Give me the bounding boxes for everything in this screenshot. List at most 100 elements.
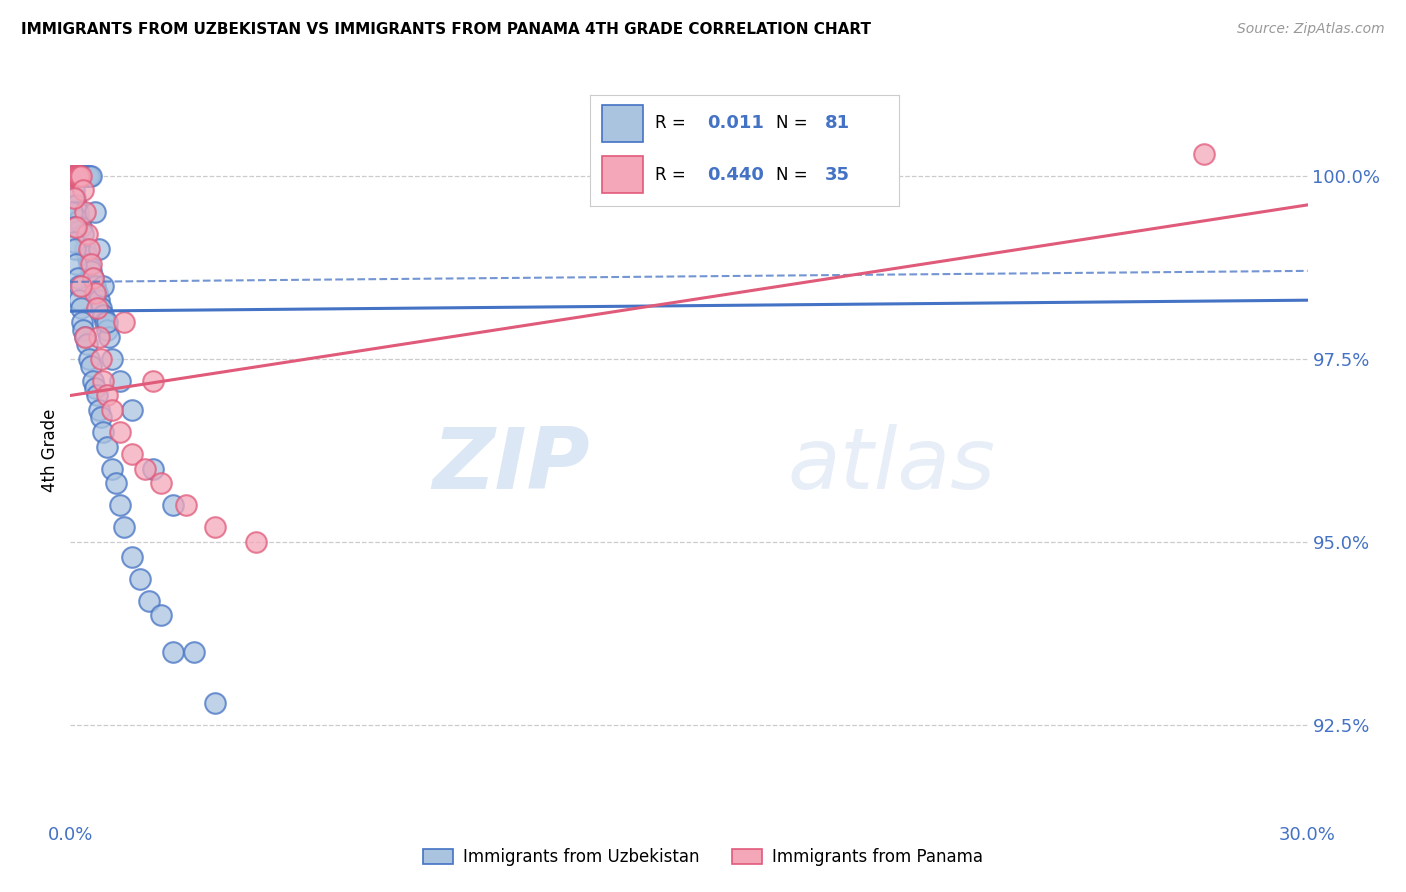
- Point: [77, 256, 100, 270]
- Point: [86, 388, 108, 402]
- Point: [65, 219, 87, 234]
- Point: [73, 169, 96, 183]
- Point: [96, 315, 118, 329]
- Point: [76, 227, 98, 242]
- Point: [65, 169, 87, 183]
- Point: [63, 235, 86, 249]
- Point: [63, 169, 86, 183]
- Point: [129, 572, 152, 586]
- Point: [162, 499, 184, 513]
- Point: [90, 351, 112, 366]
- Point: [67, 278, 90, 293]
- Text: Source: ZipAtlas.com: Source: ZipAtlas.com: [1237, 22, 1385, 37]
- Point: [70, 315, 93, 329]
- Point: [142, 462, 165, 476]
- Point: [94, 315, 117, 329]
- Point: [60, 169, 83, 183]
- Point: [84, 205, 107, 219]
- Point: [84, 285, 107, 300]
- Point: [100, 351, 122, 366]
- Point: [82, 374, 104, 388]
- Point: [80, 264, 103, 278]
- Point: [65, 169, 87, 183]
- Point: [89, 330, 111, 344]
- Point: [73, 242, 96, 256]
- Point: [91, 425, 114, 439]
- Point: [204, 697, 226, 711]
- Point: [60, 205, 83, 219]
- Point: [62, 169, 84, 183]
- Point: [65, 169, 87, 183]
- Point: [90, 410, 112, 425]
- Point: [76, 169, 98, 183]
- Point: [121, 403, 143, 417]
- Point: [63, 169, 86, 183]
- Point: [67, 169, 90, 183]
- Point: [104, 476, 127, 491]
- Point: [90, 301, 112, 315]
- Point: [1194, 146, 1216, 161]
- Point: [112, 520, 135, 534]
- Point: [65, 242, 87, 256]
- Point: [66, 169, 89, 183]
- Point: [65, 190, 87, 204]
- Point: [150, 608, 173, 623]
- Point: [91, 308, 114, 322]
- Point: [72, 169, 94, 183]
- Point: [69, 301, 91, 315]
- Point: [66, 205, 89, 219]
- Point: [72, 322, 94, 336]
- Point: [63, 183, 86, 197]
- Point: [66, 169, 89, 183]
- Point: [62, 169, 84, 183]
- Point: [73, 205, 96, 219]
- Point: [60, 169, 83, 183]
- Point: [69, 169, 91, 183]
- Text: ZIP: ZIP: [432, 424, 591, 507]
- Point: [174, 499, 197, 513]
- Y-axis label: 4th Grade: 4th Grade: [41, 409, 59, 492]
- Point: [80, 359, 103, 373]
- Point: [183, 645, 205, 659]
- Point: [245, 535, 267, 549]
- Point: [73, 330, 96, 344]
- Point: [72, 227, 94, 242]
- Point: [150, 476, 173, 491]
- Point: [63, 190, 86, 204]
- Point: [69, 169, 91, 183]
- Point: [80, 256, 103, 270]
- Point: [96, 322, 118, 336]
- Point: [91, 278, 114, 293]
- Point: [67, 169, 90, 183]
- Point: [77, 242, 100, 256]
- Point: [82, 271, 104, 285]
- Point: [121, 549, 143, 564]
- Point: [96, 388, 118, 402]
- Point: [69, 219, 91, 234]
- Point: [80, 169, 103, 183]
- Point: [108, 425, 131, 439]
- Point: [98, 330, 121, 344]
- Point: [67, 169, 90, 183]
- Point: [62, 219, 84, 234]
- Point: [66, 271, 89, 285]
- Point: [134, 462, 156, 476]
- Point: [77, 351, 100, 366]
- Point: [89, 403, 111, 417]
- Point: [69, 278, 91, 293]
- Point: [108, 374, 131, 388]
- Point: [67, 212, 90, 227]
- Text: IMMIGRANTS FROM UZBEKISTAN VS IMMIGRANTS FROM PANAMA 4TH GRADE CORRELATION CHART: IMMIGRANTS FROM UZBEKISTAN VS IMMIGRANTS…: [21, 22, 872, 37]
- Text: atlas: atlas: [787, 424, 995, 507]
- Point: [67, 169, 90, 183]
- Legend: Immigrants from Uzbekistan, Immigrants from Panama: Immigrants from Uzbekistan, Immigrants f…: [415, 840, 991, 875]
- Point: [142, 374, 165, 388]
- Point: [63, 169, 86, 183]
- Point: [70, 169, 93, 183]
- Point: [65, 256, 87, 270]
- Point: [89, 242, 111, 256]
- Point: [65, 198, 87, 212]
- Point: [77, 169, 100, 183]
- Point: [76, 337, 98, 351]
- Point: [73, 330, 96, 344]
